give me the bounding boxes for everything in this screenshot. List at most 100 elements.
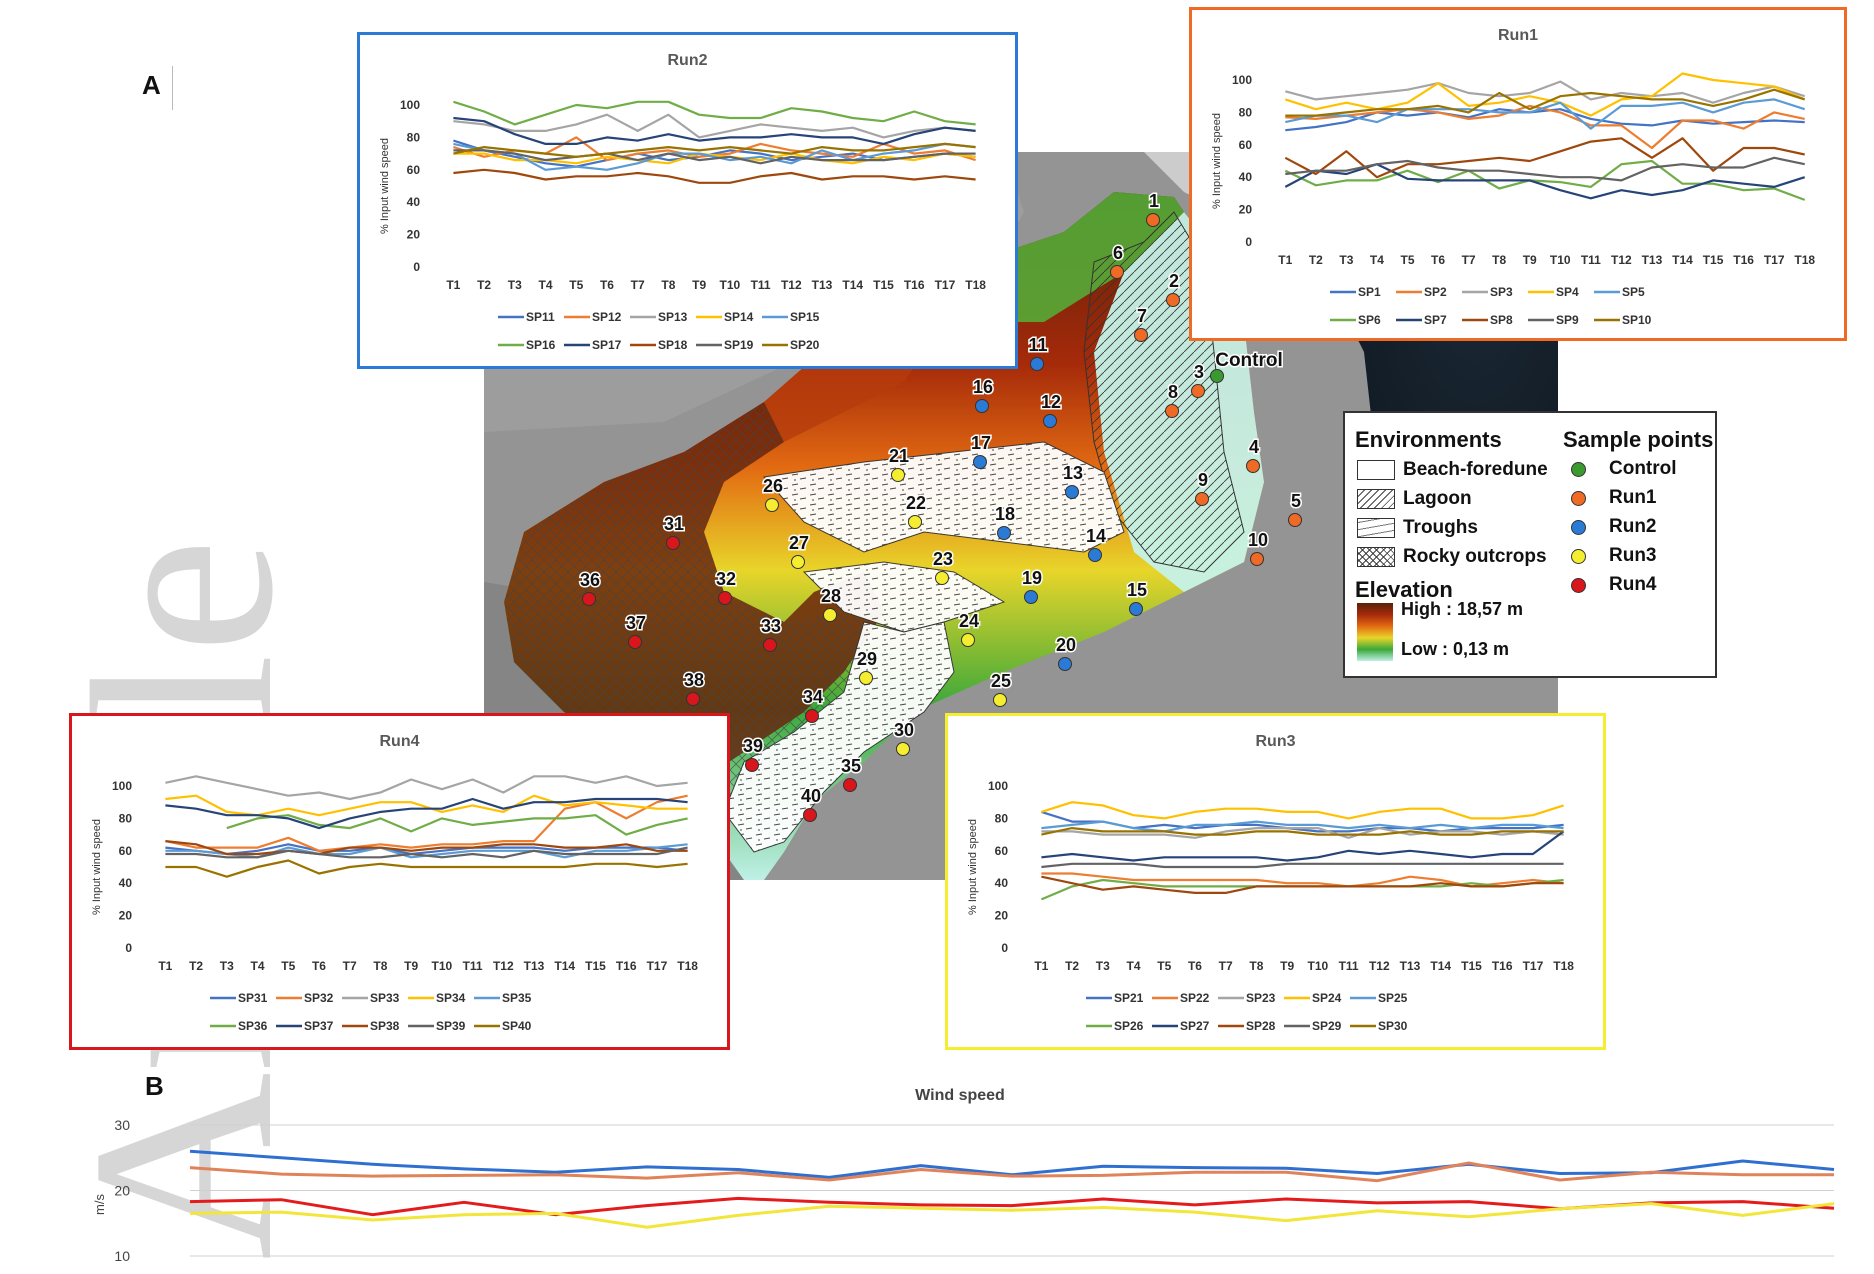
run3-x-tick-t6: T6 (1188, 959, 1202, 973)
series-line-sp30 (1041, 827, 1564, 836)
run2-chart: Run2 % Input wind speed 0 20 40 60 80 100 T1 T2 T3… (379, 52, 986, 352)
legend-dot-run1 (1571, 491, 1586, 506)
legend-label-sp15: SP15 (790, 310, 820, 324)
legend-label-sp33: SP33 (370, 991, 400, 1005)
legend-dot-run2 (1571, 520, 1586, 535)
run1-title: Run1 (1498, 27, 1538, 44)
series-line-sp27 (1041, 830, 1565, 862)
legend-label-sp23: SP23 (1246, 991, 1276, 1005)
run4-x-tick-t5: T5 (281, 959, 295, 973)
run2-x-tick-t2: T2 (477, 278, 491, 292)
legend-label-run1: Run1 (1609, 487, 1657, 508)
run3-x-tick-t10: T10 (1308, 959, 1329, 973)
legend-label-sp20: SP20 (790, 338, 820, 352)
wind-y-tick-10: 10 (114, 1248, 130, 1264)
legend-label-beach-foredune: Beach-foredune (1403, 459, 1548, 480)
run1-x-tick-t4: T4 (1370, 253, 1384, 267)
run4-x-tick-t12: T12 (493, 959, 514, 973)
run1-y-tick-100: 100 (1232, 73, 1252, 87)
run2-x-tick-t18: T18 (965, 278, 986, 292)
run4-x-tick-t9: T9 (404, 959, 418, 973)
run4-x-tick-t15: T15 (585, 959, 606, 973)
legend-label-sp24: SP24 (1312, 991, 1342, 1005)
series-line-sp29 (1041, 862, 1564, 869)
run1-x-tick-t17: T17 (1764, 253, 1785, 267)
run4-x-tick-t4: T4 (251, 959, 265, 973)
legend-label-sp16: SP16 (526, 338, 556, 352)
run3-x-tick-t5: T5 (1157, 959, 1171, 973)
wind-series-line-1 (189, 1149, 1835, 1179)
legend-label-rocky-outcrops: Rocky outcrops (1403, 546, 1547, 567)
run4-x-tick-t18: T18 (677, 959, 698, 973)
run3-y-tick-60: 60 (995, 844, 1009, 858)
legend-swatch-troughs (1357, 518, 1395, 538)
rocky-outcrops-zone (504, 402, 864, 812)
legend-label-sp21: SP21 (1114, 991, 1144, 1005)
legend-label-troughs: Troughs (1403, 517, 1478, 538)
run1-y-tick-80: 80 (1239, 105, 1253, 119)
run3-x-tick-t8: T8 (1249, 959, 1263, 973)
run3-x-tick-t2: T2 (1065, 959, 1079, 973)
run3-y-tick-20: 20 (995, 909, 1009, 923)
legend-label-control: Control (1609, 458, 1677, 479)
legend-label-sp10: SP10 (1622, 313, 1652, 327)
legend-label-sp1: SP1 (1358, 285, 1381, 299)
legend-label-sp8: SP8 (1490, 313, 1513, 327)
run3-y-tick-80: 80 (995, 811, 1009, 825)
wind-title: Wind speed (915, 1087, 1005, 1104)
run1-y-axis-label: % Input wind speed (1211, 113, 1223, 209)
run4-x-tick-t1: T1 (158, 959, 172, 973)
run1-x-tick-t6: T6 (1431, 253, 1445, 267)
legend-label-sp14: SP14 (724, 310, 754, 324)
series-line-sp15 (453, 142, 976, 171)
run4-x-tick-t13: T13 (524, 959, 545, 973)
run4-x-tick-t10: T10 (432, 959, 453, 973)
legend-label-sp36: SP36 (238, 1019, 268, 1033)
legend-label-sp22: SP22 (1180, 991, 1210, 1005)
run1-x-tick-t9: T9 (1523, 253, 1537, 267)
run1-x-tick-t11: T11 (1581, 253, 1601, 267)
run2-x-tick-t4: T4 (539, 278, 553, 292)
run4-x-tick-t2: T2 (189, 959, 203, 973)
legend-label-sp18: SP18 (658, 338, 688, 352)
run1-x-tick-t14: T14 (1672, 253, 1693, 267)
run1-y-tick-20: 20 (1239, 203, 1253, 217)
divider (172, 66, 173, 110)
run3-y-tick-0: 0 (1001, 941, 1008, 955)
run2-x-tick-t16: T16 (904, 278, 925, 292)
run2-y-tick-80: 80 (407, 130, 421, 144)
series-line-sp4 (1284, 72, 1806, 117)
legend-label-sp38: SP38 (370, 1019, 400, 1033)
legend-dot-control (1571, 462, 1586, 477)
run1-x-tick-t8: T8 (1492, 253, 1506, 267)
run2-x-tick-t3: T3 (508, 278, 522, 292)
legend-elevation-high: High : 18,57 m (1401, 599, 1524, 619)
legend-label-sp34: SP34 (436, 991, 466, 1005)
run2-x-tick-t11: T11 (751, 278, 771, 292)
series-line-sp38 (165, 840, 688, 856)
panel-label-a: A (142, 70, 161, 100)
series-line-sp16 (453, 100, 976, 126)
run4-y-axis-label: % Input wind speed (91, 819, 103, 915)
run1-x-tick-t10: T10 (1550, 253, 1571, 267)
series-line-sp19 (453, 149, 976, 165)
legend-label-sp11: SP11 (526, 310, 555, 324)
legend-label-sp9: SP9 (1556, 313, 1579, 327)
series-line-sp20 (453, 142, 976, 158)
legend-label-sp32: SP32 (304, 991, 334, 1005)
run2-y-tick-40: 40 (407, 195, 421, 209)
run1-chart: Run1 % Input wind speed 0 20 40 60 80 100 T1 T2 T3… (1211, 27, 1815, 327)
run1-x-tick-t1: T1 (1278, 253, 1292, 267)
legend-label-run2: Run2 (1609, 516, 1657, 537)
map-legend: Environments Sample points Beach-foredun… (1343, 411, 1717, 678)
legend-label-sp12: SP12 (592, 310, 622, 324)
run4-y-tick-40: 40 (119, 876, 133, 890)
run1-x-tick-t3: T3 (1339, 253, 1353, 267)
legend-label-sp3: SP3 (1490, 285, 1513, 299)
series-line-sp23 (1041, 827, 1564, 839)
series-line-sp6 (1284, 159, 1806, 201)
series-line-sp24 (1041, 801, 1564, 820)
run2-x-tick-t9: T9 (692, 278, 706, 292)
series-line-sp3 (1285, 80, 1806, 104)
run3-x-tick-t17: T17 (1523, 959, 1544, 973)
